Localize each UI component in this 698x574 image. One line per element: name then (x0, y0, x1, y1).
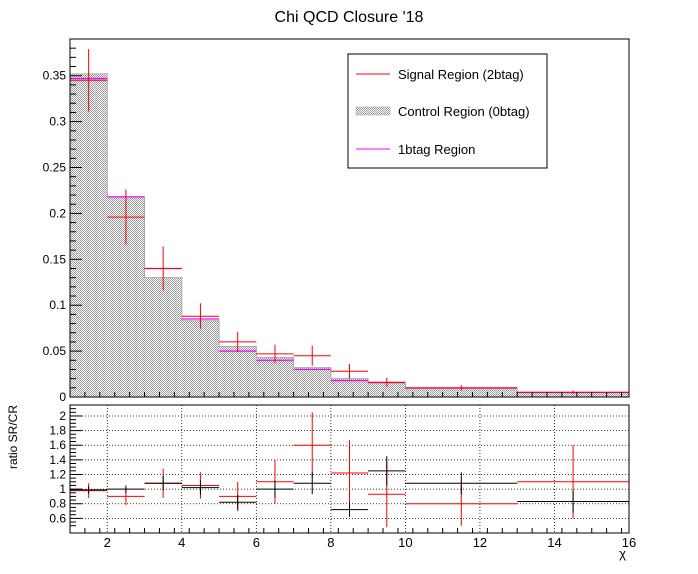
chart-title: Chi QCD Closure '18 (275, 9, 424, 26)
ratio-xlabel: χ (619, 546, 626, 561)
ratio-y-tick-label: 1.8 (49, 424, 66, 438)
control-region-bar (70, 73, 108, 397)
legend-label-control: Control Region (0btag) (398, 104, 530, 119)
y-tick-label: 0.1 (49, 298, 66, 312)
x-tick-label: 2 (104, 535, 111, 550)
ratio-y-tick-label: 1.2 (49, 467, 66, 481)
control-region-bar (517, 392, 629, 397)
control-region-bar (219, 346, 257, 397)
ratio-y-tick-label: 1.6 (49, 438, 66, 452)
legend-label-1btag: 1btag Region (398, 142, 475, 157)
control-region-bar (181, 320, 220, 397)
ratio-ylabel: ratio SR/CR (6, 405, 20, 469)
ratio-y-tick-label: 0.8 (49, 497, 66, 511)
y-tick-label: 0 (59, 390, 66, 404)
control-region-bar (256, 357, 294, 397)
control-region-bar (144, 277, 182, 397)
y-tick-label: 0.15 (43, 252, 67, 266)
control-region-bar (330, 378, 369, 397)
control-region-bar (368, 383, 406, 397)
x-tick-label: 8 (327, 535, 334, 550)
x-tick-label: 6 (253, 535, 260, 550)
y-tick-label: 0.3 (49, 115, 66, 129)
ratio-frame (69, 404, 630, 534)
ratio-plot: 0.60.811.21.41.61.822 4 6 8 10 12 14 16 (49, 404, 636, 550)
ratio-y-tick-label: 2 (59, 409, 66, 423)
ratio-y-tick-label: 0.6 (49, 511, 66, 525)
legend: Signal Region (2btag) Control Region (0b… (347, 53, 548, 169)
x-tick-label: 4 (178, 535, 185, 550)
y-tick-label: 0.2 (49, 206, 66, 220)
control-region-bar (405, 388, 518, 397)
legend-swatch-control (355, 106, 391, 116)
ratio-y-tick-label: 1.4 (49, 453, 66, 467)
x-tick-label: 14 (547, 535, 561, 550)
top-frame (69, 38, 630, 398)
legend-label-signal: Signal Region (2btag) (398, 67, 524, 82)
ratio-y-tick-label: 1 (59, 482, 66, 496)
x-tick-label: 16 (622, 535, 636, 550)
y-tick-label: 0.35 (43, 69, 67, 83)
control-region-bar (293, 367, 331, 397)
x-tick-label: 12 (473, 535, 487, 550)
top-plot: 0 0.05 0.1 0.15 0.2 0.25 0.3 0.35 (43, 38, 630, 404)
y-tick-label: 0.05 (43, 344, 67, 358)
y-tick-label: 0.25 (43, 161, 67, 175)
x-tick-label: 10 (398, 535, 412, 550)
